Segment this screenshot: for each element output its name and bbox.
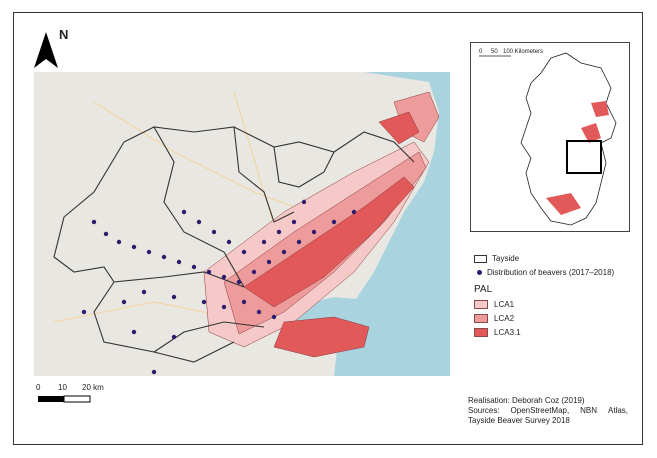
inset-scale-0: 0 [479, 49, 483, 55]
scale-label-20: 20 km [82, 383, 104, 392]
legend-lca3-label: LCA3.1 [494, 328, 521, 337]
credits-sources-line2: Tayside Beaver Survey 2018 [468, 416, 570, 425]
inset-scale-50: 50 [491, 49, 498, 55]
credits-sources-nbn: NBN [580, 406, 598, 415]
scale-bar: 0 10 20 km [36, 382, 146, 412]
legend-lca3: LCA3.1 [474, 326, 614, 339]
legend-lca1-label: LCA1 [494, 300, 515, 309]
lca3-swatch [474, 328, 488, 337]
lca3-area [243, 176, 415, 308]
scale-label-0: 0 [36, 383, 41, 392]
tayside-red-3 [546, 193, 581, 215]
legend-pal-heading: PAL [474, 284, 493, 295]
legend-beavers: Distribution of beavers (2017–2018) [474, 266, 614, 279]
tayside-red-2 [591, 101, 609, 117]
legend-lca1: LCA1 [474, 298, 614, 311]
tayside-swatch [474, 254, 487, 263]
legend: Tayside Distribution of beavers (2017–20… [474, 252, 614, 340]
north-arrow-icon [34, 32, 58, 68]
tayside-red-1 [581, 123, 601, 143]
lca1-swatch [474, 300, 488, 309]
beaver-dot-icon [477, 270, 482, 275]
scale-label-10: 10 [58, 383, 67, 392]
credits-sources-atlas: Atlas, [607, 406, 628, 415]
lca2-swatch [474, 314, 488, 323]
north-label: N [59, 27, 69, 42]
credits-sources-prefix: Sources: [468, 406, 500, 415]
credits: Realisation: Deborah Coz (2019) Sources:… [468, 396, 628, 426]
inset-map[interactable]: 0 50 100 Kilometers [470, 42, 630, 232]
credits-realisation: Realisation: Deborah Coz (2019) [468, 396, 585, 405]
inset-extent-box [566, 140, 602, 174]
scotland-outline [520, 52, 617, 226]
inset-scale-100: 100 Kilometers [503, 49, 543, 55]
legend-lca2-label: LCA2 [494, 314, 515, 323]
lca3-area [378, 111, 420, 145]
lca3-area [273, 316, 370, 358]
main-map[interactable] [34, 72, 450, 376]
legend-tayside: Tayside [474, 252, 614, 265]
credits-sources: Sources: OpenStreetMap, NBN Atlas, [468, 406, 628, 416]
credits-sources-osm: OpenStreetMap, [510, 406, 570, 415]
legend-tayside-label: Tayside [492, 254, 520, 263]
legend-lca2: LCA2 [474, 312, 614, 325]
legend-beavers-label: Distribution of beavers (2017–2018) [487, 268, 615, 277]
